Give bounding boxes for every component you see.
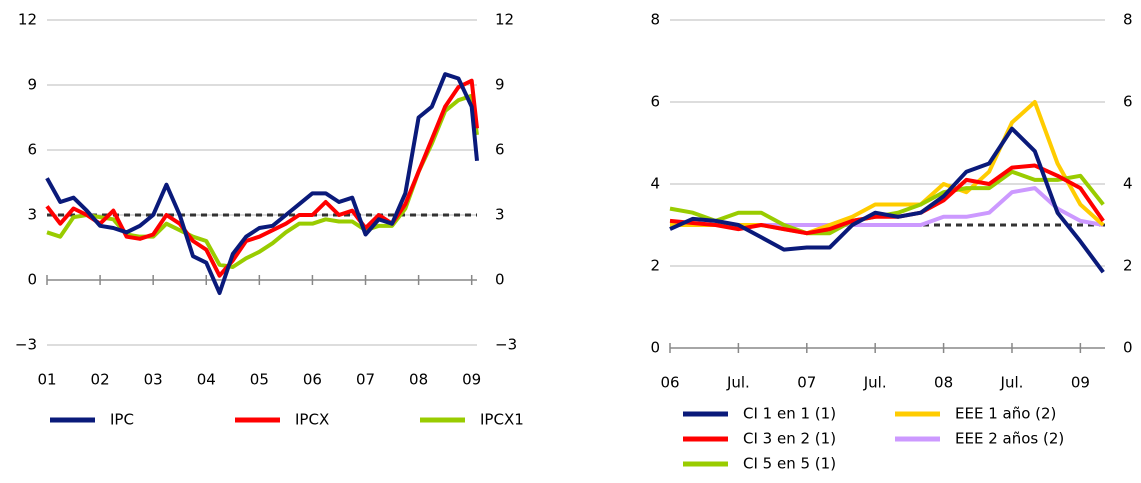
y-tick-label: 0 — [27, 271, 37, 289]
legend-label: CI 3 en 2 (1) — [743, 430, 836, 448]
x-tick-label: Jul. — [863, 374, 887, 392]
x-tick-label: 09 — [1071, 374, 1090, 392]
series-line — [45, 72, 479, 295]
x-tick-label: 08 — [409, 371, 428, 389]
x-tick-label: Jul. — [726, 374, 750, 392]
y-tick-label: 6 — [650, 93, 660, 111]
x-tick-label: 06 — [303, 371, 322, 389]
y-tick-label: 6 — [27, 141, 37, 159]
y2-tick-label: 0 — [495, 271, 505, 289]
legend-label: IPC — [110, 411, 134, 429]
y2-tick-label: 12 — [495, 11, 514, 29]
x-tick-label: 05 — [250, 371, 269, 389]
y-tick-label: −3 — [15, 336, 37, 354]
y-tick-label: 3 — [27, 206, 37, 224]
series-line — [670, 186, 1104, 227]
x-tick-label: 07 — [797, 374, 816, 392]
x-tick-label: 08 — [934, 374, 953, 392]
y-tick-label: 4 — [650, 175, 660, 193]
x-tick-label: 07 — [356, 371, 375, 389]
y-tick-label: 0 — [650, 339, 660, 357]
y2-tick-label: 4 — [1123, 175, 1133, 193]
y-tick-label: 2 — [650, 257, 660, 275]
legend-label: EEE 1 año (2) — [955, 405, 1056, 423]
legend-label: CI 5 en 5 (1) — [743, 455, 836, 473]
x-tick-label: 09 — [462, 371, 481, 389]
y2-tick-label: 8 — [1123, 11, 1133, 29]
x-tick-label: 03 — [144, 371, 163, 389]
series-line — [45, 78, 479, 278]
y2-tick-label: 3 — [495, 206, 505, 224]
legend-label: EEE 2 años (2) — [955, 430, 1064, 448]
y2-tick-label: 6 — [495, 141, 505, 159]
x-tick-label: 01 — [37, 371, 56, 389]
x-tick-label: Jul. — [1000, 374, 1024, 392]
y2-tick-label: 9 — [495, 76, 505, 94]
y2-tick-label: 0 — [1123, 339, 1133, 357]
y2-tick-label: 6 — [1123, 93, 1133, 111]
y2-tick-label: −3 — [495, 336, 517, 354]
y-tick-label: 8 — [650, 11, 660, 29]
y-tick-label: 12 — [18, 11, 37, 29]
legend-label: CI 1 en 1 (1) — [743, 405, 836, 423]
legend-label: IPCX — [295, 411, 329, 429]
y-tick-label: 9 — [27, 76, 37, 94]
legend-label: IPCX1 — [480, 411, 524, 429]
x-tick-label: 04 — [197, 371, 216, 389]
y2-tick-label: 2 — [1123, 257, 1133, 275]
x-tick-label: 02 — [91, 371, 110, 389]
series-line — [669, 126, 1105, 274]
x-tick-label: 06 — [660, 374, 679, 392]
